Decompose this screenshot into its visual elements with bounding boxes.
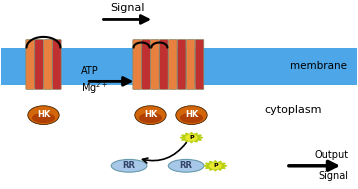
Text: membrane: membrane <box>290 61 347 71</box>
Text: RR: RR <box>180 161 193 170</box>
FancyBboxPatch shape <box>186 40 195 89</box>
FancyBboxPatch shape <box>53 40 61 89</box>
FancyBboxPatch shape <box>151 40 159 89</box>
FancyBboxPatch shape <box>35 40 43 89</box>
Text: P: P <box>189 135 194 140</box>
Circle shape <box>186 135 197 141</box>
Ellipse shape <box>28 106 59 125</box>
FancyBboxPatch shape <box>44 40 52 89</box>
FancyBboxPatch shape <box>195 40 204 89</box>
Text: Output: Output <box>314 150 348 160</box>
FancyBboxPatch shape <box>160 40 168 89</box>
FancyBboxPatch shape <box>178 40 186 89</box>
FancyBboxPatch shape <box>169 40 177 89</box>
Ellipse shape <box>111 159 147 172</box>
FancyBboxPatch shape <box>142 40 150 89</box>
Text: cytoplasm: cytoplasm <box>264 105 322 115</box>
Text: HK: HK <box>185 110 198 119</box>
Ellipse shape <box>180 113 203 123</box>
Circle shape <box>210 163 221 169</box>
Text: HK: HK <box>37 110 50 119</box>
Text: Signal: Signal <box>318 171 348 181</box>
Bar <box>1 48 357 85</box>
Polygon shape <box>204 161 227 171</box>
Text: HK: HK <box>144 110 157 119</box>
Text: ATP: ATP <box>81 66 99 76</box>
Polygon shape <box>180 132 203 143</box>
FancyBboxPatch shape <box>133 40 141 89</box>
Text: RR: RR <box>122 161 136 170</box>
Ellipse shape <box>176 106 207 125</box>
FancyBboxPatch shape <box>26 40 34 89</box>
Ellipse shape <box>168 159 204 172</box>
Ellipse shape <box>135 106 166 125</box>
Text: P: P <box>213 163 218 168</box>
Ellipse shape <box>139 113 162 123</box>
Text: Mg$^{2+}$: Mg$^{2+}$ <box>81 80 108 96</box>
Text: Signal: Signal <box>110 3 145 13</box>
Ellipse shape <box>32 113 55 123</box>
